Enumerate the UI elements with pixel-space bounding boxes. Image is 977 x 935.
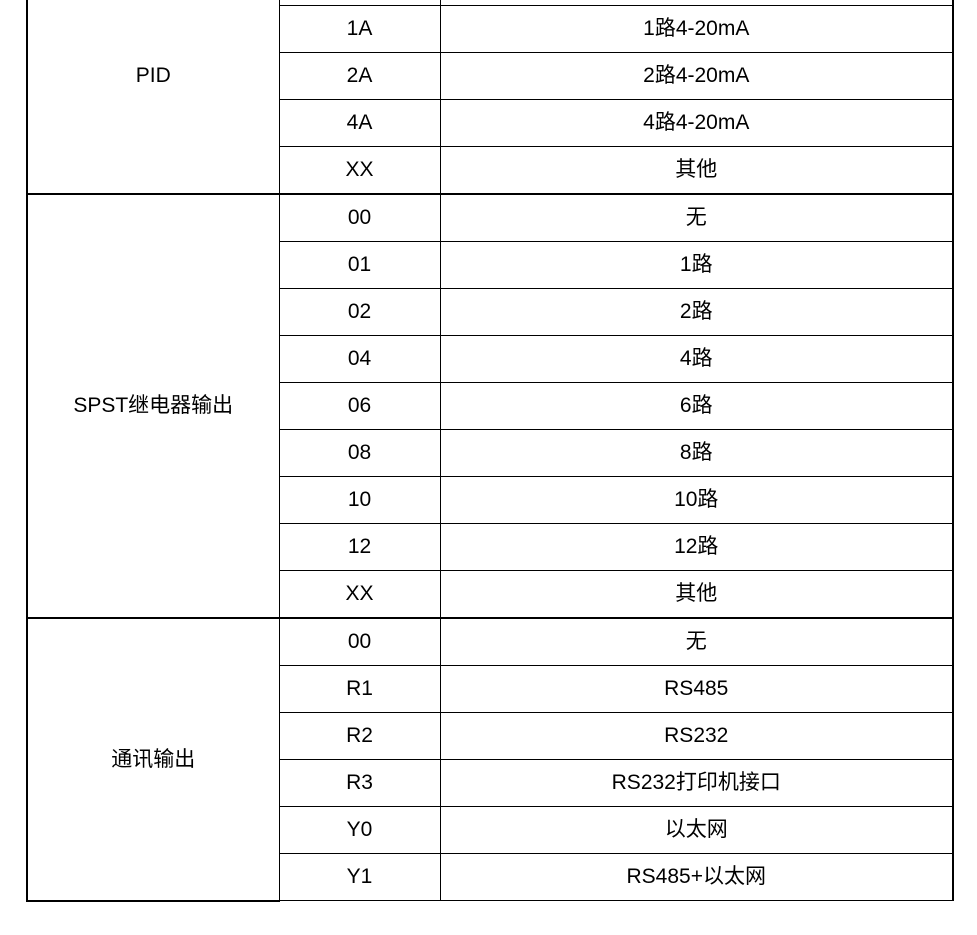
option-code: 06 bbox=[278, 382, 441, 430]
table-row: XX 其他 bbox=[27, 146, 954, 195]
option-code: 2A bbox=[278, 52, 441, 100]
option-code: R2 bbox=[278, 712, 441, 760]
option-description: 其他 bbox=[439, 146, 954, 195]
table-row: 2A 2路4-20mA bbox=[27, 52, 954, 100]
category-label-communication-output: 通讯输出 bbox=[26, 617, 280, 902]
option-description: 以太网 bbox=[439, 806, 954, 854]
option-code: Y1 bbox=[278, 853, 441, 901]
option-description: 4路4-20mA bbox=[439, 99, 954, 147]
option-description: 无 bbox=[439, 193, 954, 242]
specification-table: PID 00 无 1A 1路4-20mA 2A 2路4-20mA 4A 4路4-… bbox=[26, 0, 954, 902]
table-row: R1 RS485 bbox=[27, 665, 954, 713]
option-code: 12 bbox=[278, 523, 441, 571]
option-description: 1路4-20mA bbox=[439, 5, 954, 53]
table-row: PID 00 无 bbox=[26, 0, 954, 195]
table-row: Y0 以太网 bbox=[27, 806, 954, 854]
specification-table-body: PID 00 无 1A 1路4-20mA 2A 2路4-20mA 4A 4路4-… bbox=[26, 0, 954, 902]
option-description: RS485+以太网 bbox=[439, 853, 954, 901]
table-row: 1A 1路4-20mA bbox=[27, 5, 954, 53]
option-description: 10路 bbox=[439, 476, 954, 524]
option-code: 01 bbox=[278, 241, 441, 289]
option-code: Y0 bbox=[278, 806, 441, 854]
option-code: 08 bbox=[278, 429, 441, 477]
option-description: 其他 bbox=[439, 570, 954, 619]
table-row: 02 2路 bbox=[27, 288, 954, 336]
option-description: 2路4-20mA bbox=[439, 52, 954, 100]
option-code: 1A bbox=[278, 5, 441, 53]
category-label-pid: PID bbox=[26, 0, 280, 195]
table-row: 01 1路 bbox=[27, 241, 954, 289]
option-code: 00 bbox=[278, 617, 441, 666]
table-row: Y1 RS485+以太网 bbox=[27, 853, 954, 901]
table-row: 4A 4路4-20mA bbox=[27, 99, 954, 147]
option-description: 4路 bbox=[439, 335, 954, 383]
table-row: R2 RS232 bbox=[27, 712, 954, 760]
option-code: XX bbox=[278, 146, 441, 195]
option-description: 8路 bbox=[439, 429, 954, 477]
option-description: 无 bbox=[439, 617, 954, 666]
table-row: 06 6路 bbox=[27, 382, 954, 430]
option-code: R3 bbox=[278, 759, 441, 807]
option-description: 12路 bbox=[439, 523, 954, 571]
option-code: 10 bbox=[278, 476, 441, 524]
option-code: 00 bbox=[278, 193, 441, 242]
option-description: 1路 bbox=[439, 241, 954, 289]
option-description: RS232打印机接口 bbox=[439, 759, 954, 807]
option-code: 04 bbox=[278, 335, 441, 383]
table-row: XX 其他 bbox=[27, 570, 954, 619]
table-row: 通讯输出 00 无 bbox=[26, 617, 954, 902]
category-label-spst-relay-output: SPST继电器输出 bbox=[26, 193, 280, 619]
option-description: RS232 bbox=[439, 712, 954, 760]
specification-table-offset: PID 00 无 1A 1路4-20mA 2A 2路4-20mA 4A 4路4-… bbox=[26, 0, 954, 902]
option-description: RS485 bbox=[439, 665, 954, 713]
option-description: 2路 bbox=[439, 288, 954, 336]
option-description: 6路 bbox=[439, 382, 954, 430]
table-row: 04 4路 bbox=[27, 335, 954, 383]
table-row: R3 RS232打印机接口 bbox=[27, 759, 954, 807]
option-code: XX bbox=[278, 570, 441, 619]
table-row: 08 8路 bbox=[27, 429, 954, 477]
table-row: SPST继电器输出 00 无 bbox=[26, 193, 954, 619]
option-code: 02 bbox=[278, 288, 441, 336]
option-code: R1 bbox=[278, 665, 441, 713]
table-row: 12 12路 bbox=[27, 523, 954, 571]
option-code: 4A bbox=[278, 99, 441, 147]
